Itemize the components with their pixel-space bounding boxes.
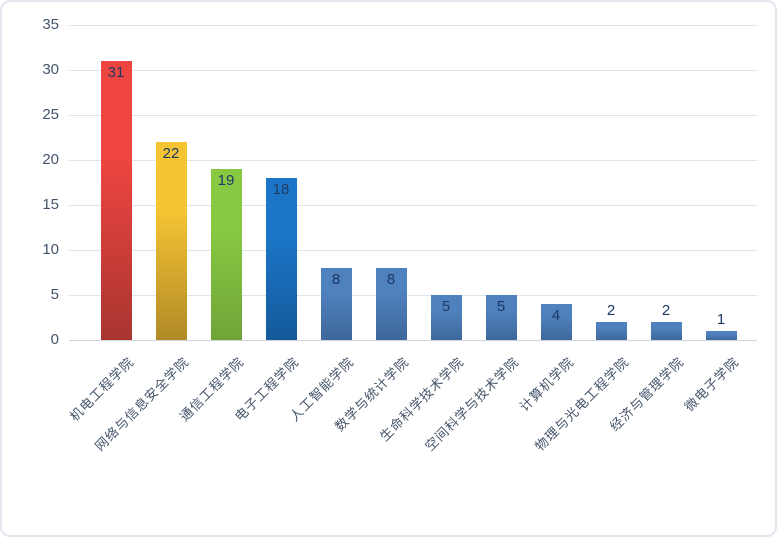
bar <box>430 295 462 340</box>
bar <box>650 322 682 340</box>
bar-value-label: 19 <box>217 172 235 189</box>
y-axis-tick-label: 30 <box>42 61 59 78</box>
gridline <box>69 205 757 206</box>
bar <box>210 169 242 340</box>
bar <box>320 268 352 340</box>
x-axis-category-label: 空间科学与技术学院 <box>422 354 522 454</box>
bar-value-label: 18 <box>272 181 290 198</box>
bar <box>595 322 627 340</box>
bar <box>540 304 572 340</box>
bar-value-label: 1 <box>716 311 726 328</box>
y-axis-tick-label: 25 <box>42 106 59 123</box>
x-axis-category-label: 物理与光电工程学院 <box>532 354 632 454</box>
gridline <box>69 295 757 296</box>
bar-value-label: 2 <box>606 302 616 319</box>
gridline <box>69 115 757 116</box>
bar <box>485 295 517 340</box>
bar <box>375 268 407 340</box>
y-axis-tick-label: 20 <box>42 151 59 168</box>
x-axis-category-label: 网络与信息安全学院 <box>92 354 192 454</box>
gridline <box>69 25 757 26</box>
bar <box>100 61 132 340</box>
bar-value-label: 5 <box>496 298 506 315</box>
bar <box>705 331 737 340</box>
bar <box>265 178 297 340</box>
y-axis-tick-label: 10 <box>42 241 59 258</box>
y-axis-tick-label: 5 <box>50 286 59 303</box>
gridline <box>69 160 757 161</box>
y-axis-tick-label: 35 <box>42 16 59 33</box>
bar-value-label: 2 <box>661 302 671 319</box>
bar-value-label: 4 <box>551 307 561 324</box>
gridline <box>69 250 757 251</box>
bar-value-label: 8 <box>386 271 396 288</box>
bar <box>155 142 187 340</box>
bar-value-label: 31 <box>107 64 125 81</box>
bar-value-label: 8 <box>331 271 341 288</box>
y-axis-tick-label: 15 <box>42 196 59 213</box>
bar-value-label: 5 <box>441 298 451 315</box>
x-axis-category-label: 微电子学院 <box>681 354 742 415</box>
bar-value-label: 22 <box>162 145 180 162</box>
y-axis-tick-label: 0 <box>50 331 59 348</box>
plot-area: 31 22 19 18 8 8 5 5 4 2 2 1 <box>69 25 757 341</box>
x-axis-line <box>69 340 757 341</box>
gridline <box>69 70 757 71</box>
